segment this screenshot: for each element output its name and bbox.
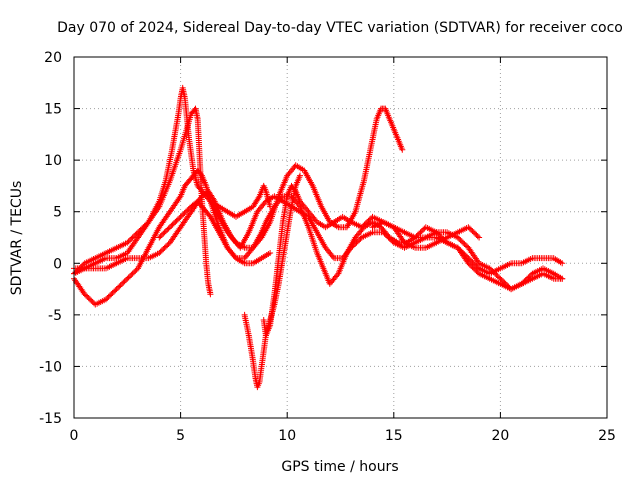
series-track-8 [260, 182, 566, 339]
axis-ticks: 0 5 10 15 20 25 -15 -10 -5 0 5 10 15 20 [39, 50, 616, 444]
y-tick-label: -5 [48, 308, 62, 324]
data-points [156, 198, 274, 267]
x-tick-label: 25 [598, 428, 616, 444]
x-tick-label: 5 [176, 428, 185, 444]
y-tick-label: -15 [39, 411, 62, 427]
y-tick-label: 5 [53, 205, 62, 221]
y-tick-label: -10 [39, 359, 62, 375]
y-axis-label: SDTVAR / TECUs [9, 181, 25, 296]
series-track-6 [207, 182, 274, 220]
y-tick-label: 10 [44, 153, 62, 169]
y-tick-label: 0 [53, 256, 62, 272]
x-tick-label: 10 [278, 428, 296, 444]
data-points [260, 182, 566, 339]
y-tick-label: 20 [44, 50, 62, 66]
data-points [207, 182, 274, 220]
data-series-layer [71, 84, 566, 391]
series-track-9 [369, 219, 483, 251]
y-tick-label: 15 [44, 102, 62, 118]
plot-frame [73, 56, 608, 419]
x-tick-label: 20 [491, 428, 509, 444]
data-points [369, 219, 483, 251]
x-tick-label: 15 [385, 428, 403, 444]
chart-title: Day 070 of 2024, Sidereal Day-to-day VTE… [57, 20, 623, 36]
x-tick-label: 0 [70, 428, 79, 444]
grid [74, 57, 607, 418]
x-axis-label: GPS time / hours [281, 459, 398, 475]
series-track-5 [156, 198, 274, 267]
